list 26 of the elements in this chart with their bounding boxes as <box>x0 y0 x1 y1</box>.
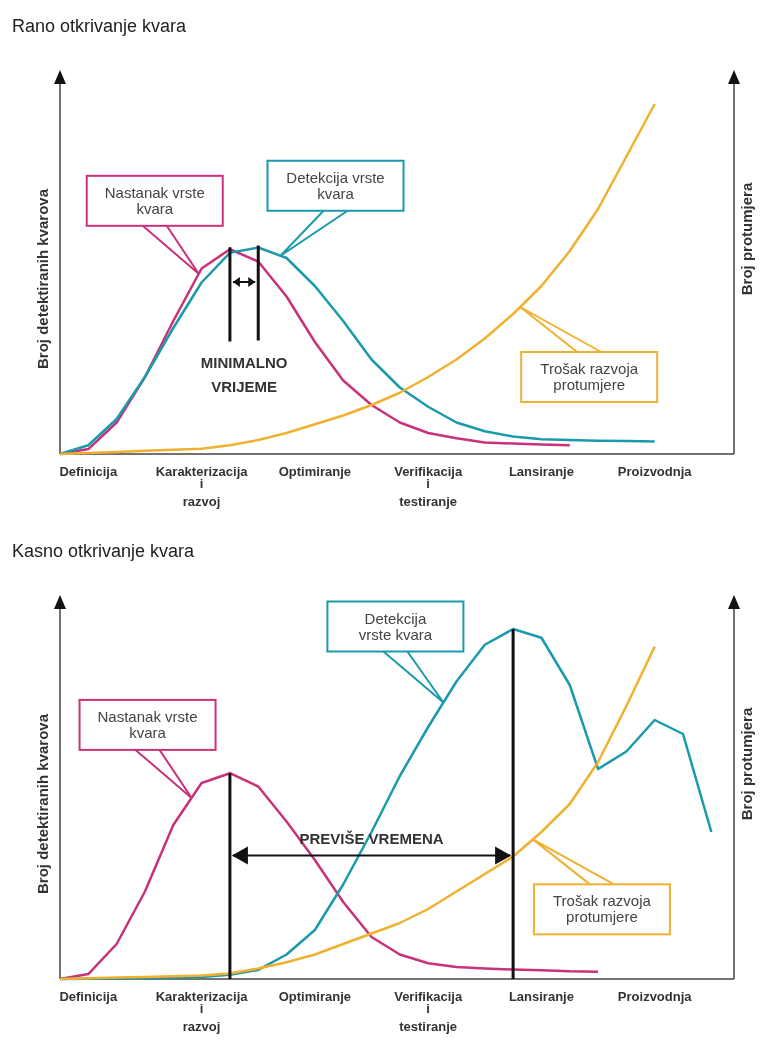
x-tick-label: Optimiranje <box>278 989 351 1004</box>
annotation: Nastanak vrste kvara <box>97 707 198 741</box>
x-tick-label: Karakterizacija i razvoj <box>155 464 249 509</box>
chart-title: Kasno otkrivanje kvara <box>12 541 196 561</box>
chart-title: Rano otkrivanje kvara <box>12 16 188 36</box>
x-tick-label: Definicija <box>59 464 118 479</box>
annotation: Nastanak vrste kvara <box>104 183 205 217</box>
annotation: MINIMALNO VRIJEME <box>200 354 288 396</box>
x-tick-label: Definicija <box>59 989 118 1004</box>
x-tick-label: Proizvodnja <box>617 464 693 479</box>
x-tick-label: Proizvodnja <box>617 989 693 1004</box>
annotation: Trošak razvoja protumjere <box>540 360 639 393</box>
x-tick-label: Verifikacija i testiranje <box>394 464 463 509</box>
y2-axis-title: Broj protumjera <box>738 707 755 821</box>
x-tick-label: Verifikacija i testiranje <box>394 989 463 1034</box>
x-tick-label: Karakterizacija i razvoj <box>155 989 249 1034</box>
x-tick-label: Lansiranje <box>508 989 574 1004</box>
annotation: Trošak razvoja protumjere <box>553 892 652 926</box>
y-axis-title: Broj detektiranih kvarova <box>34 713 51 895</box>
annotation: Detekcija vrste kvara <box>286 168 385 202</box>
annotation: Detekcija vrste kvara <box>358 609 433 643</box>
annotation: PREVIŠE VREMENA <box>299 829 444 847</box>
y-axis-title: Broj detektiranih kvarova <box>34 188 51 370</box>
x-tick-label: Lansiranje <box>508 464 574 479</box>
y2-axis-title: Broj protumjera <box>738 182 755 296</box>
x-tick-label: Optimiranje <box>278 464 351 479</box>
